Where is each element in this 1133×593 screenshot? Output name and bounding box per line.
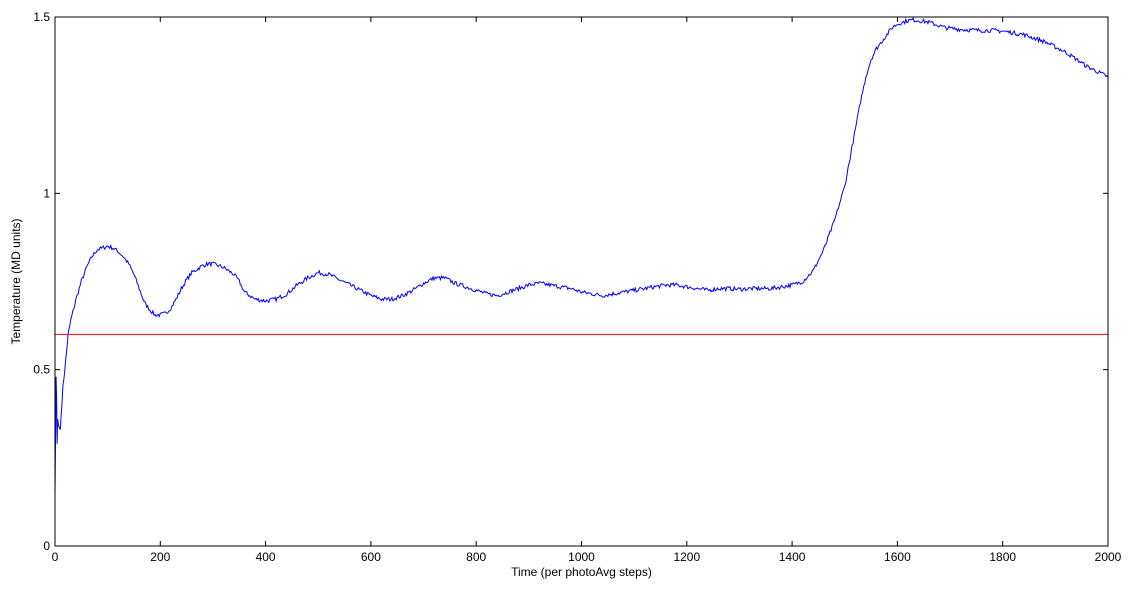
x-tick-label: 800 [466,550,486,564]
y-tick-label: 1 [43,186,50,200]
x-tick-label: 2000 [1095,550,1122,564]
temperature-series-line [54,16,1109,494]
x-tick-label: 0 [52,550,59,564]
y-axis-label: Temperature (MD units) [9,218,23,344]
y-tick-label: 0.5 [33,363,50,377]
x-tick-label: 600 [361,550,381,564]
y-tick-label: 1.5 [33,10,50,24]
x-tick-label: 1800 [989,550,1016,564]
plot-background [55,17,1108,546]
series-layer [54,16,1109,494]
y-tick-label: 0 [43,539,50,553]
x-tick-label: 1600 [884,550,911,564]
x-tick-label: 1200 [673,550,700,564]
x-tick-label: 1000 [568,550,595,564]
tick-layer: 0 200 400 600 800 1000 1200 1400 1600 1800 2000 0 0.… [33,10,1121,564]
x-tick-label: 400 [256,550,276,564]
x-tick-label: 1400 [779,550,806,564]
x-axis-label: Time (per photoAvg steps) [511,565,652,579]
x-tick-label: 200 [150,550,170,564]
